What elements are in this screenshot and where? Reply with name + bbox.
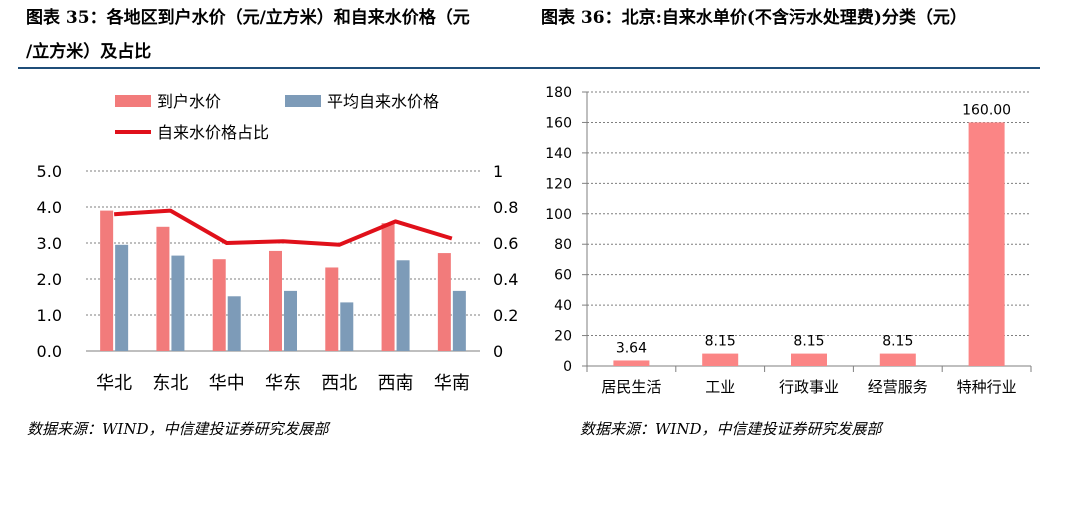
y-tick-label: 160	[545, 115, 572, 131]
x-category-label: 华东	[265, 373, 301, 394]
line-tap-water-share	[114, 208, 453, 247]
data-label: 8.15	[705, 334, 736, 350]
bar-avg-tap-water-price	[340, 302, 354, 351]
legend-swatch-avg-tap-water-price	[285, 95, 321, 107]
bar-to-household-price	[381, 223, 395, 351]
y2-tick-label: 0.4	[493, 270, 518, 289]
x-category-label: 华中	[209, 373, 245, 394]
y-tick-label: 20	[554, 329, 572, 345]
bar-unit-price	[879, 353, 916, 366]
x-category-label: 居民生活	[601, 378, 661, 396]
data-label: 8.15	[882, 334, 913, 350]
x-category-label: 西北	[321, 373, 357, 394]
bar-avg-tap-water-price	[171, 255, 185, 351]
y-tick-label: 60	[554, 268, 572, 284]
x-category-label: 东北	[152, 373, 188, 394]
y-tick-label: 0.0	[37, 342, 62, 361]
y-tick-label: 140	[545, 146, 572, 162]
x-category-label: 工业	[705, 378, 735, 396]
bar-avg-tap-water-price	[396, 260, 410, 351]
chart-35: 0.0 1.0 2.0 3.0 4.0 5.0 0 0.2 0.4 0.6 0.8 1 华北 东北 华中 华东…	[37, 92, 519, 394]
data-label: 3.64	[616, 340, 647, 356]
data-label: 160.00	[962, 102, 1011, 118]
bar-to-household-price	[100, 210, 114, 351]
bar-avg-tap-water-price	[452, 290, 466, 351]
bar-unit-price	[791, 353, 827, 366]
y-tick-label: 2.0	[37, 270, 62, 289]
y2-tick-label: 1	[493, 162, 503, 181]
y-tick-label: 100	[545, 207, 572, 223]
bar-to-household-price	[212, 259, 226, 351]
y-tick-label: 120	[545, 176, 572, 192]
figure-35-title-line2: /立方米）及占比	[26, 42, 152, 62]
figure-35-title-line1: 图表 35：各地区到户水价（元/立方米）和自来水价格（元	[26, 8, 470, 28]
y-tick-label: 40	[554, 298, 572, 314]
x-category-label: 行政事业	[779, 378, 839, 396]
bar-to-household-price	[437, 253, 451, 351]
y-tick-label: 80	[554, 237, 572, 253]
legend-label: 自来水价格占比	[157, 123, 269, 142]
y2-tick-label: 0.2	[493, 306, 518, 325]
x-category-label: 特种行业	[957, 378, 1017, 396]
y-tick-label: 3.0	[37, 234, 62, 253]
y2-tick-label: 0.8	[493, 198, 518, 217]
bar-to-household-price	[156, 226, 170, 351]
x-category-label: 华北	[96, 373, 132, 394]
y2-tick-label: 0	[493, 342, 503, 361]
legend-label: 平均自来水价格	[327, 92, 439, 111]
x-category-label: 华南	[434, 373, 470, 394]
x-category-label: 经营服务	[868, 378, 928, 396]
bar-to-household-price	[325, 267, 339, 351]
figure-35-source: 数据来源：WIND，中信建投证券研究发展部	[27, 420, 329, 438]
y-tick-label: 180	[545, 85, 572, 101]
bar-avg-tap-water-price	[115, 244, 129, 351]
y-tick-label: 1.0	[37, 306, 62, 325]
bar-avg-tap-water-price	[284, 290, 297, 351]
y2-tick-label: 0.6	[493, 234, 518, 253]
figure-36-title: 图表 36：北京:自来水单价(不含污水处理费)分类（元）	[541, 8, 967, 28]
y-tick-label: 5.0	[37, 162, 62, 181]
chart-36: 0 20 40 60 80 100 120 140 160 180 3.64 居民生活 8.15 工业 8.…	[545, 85, 1032, 396]
bar-to-household-price	[269, 250, 282, 351]
bar-unit-price	[613, 360, 650, 366]
legend-label: 到户水价	[157, 92, 221, 111]
data-label: 8.15	[793, 334, 824, 350]
header-rule	[18, 67, 1040, 69]
bar-avg-tap-water-price	[227, 296, 241, 351]
bar-unit-price	[702, 353, 739, 366]
y-tick-label: 4.0	[37, 198, 62, 217]
legend-swatch-to-household-price	[115, 95, 151, 107]
y-tick-label: 0	[563, 359, 572, 375]
x-category-label: 西南	[378, 373, 414, 394]
bar-unit-price	[968, 122, 1005, 366]
figure-36-source: 数据来源：WIND，中信建投证券研究发展部	[580, 420, 882, 438]
